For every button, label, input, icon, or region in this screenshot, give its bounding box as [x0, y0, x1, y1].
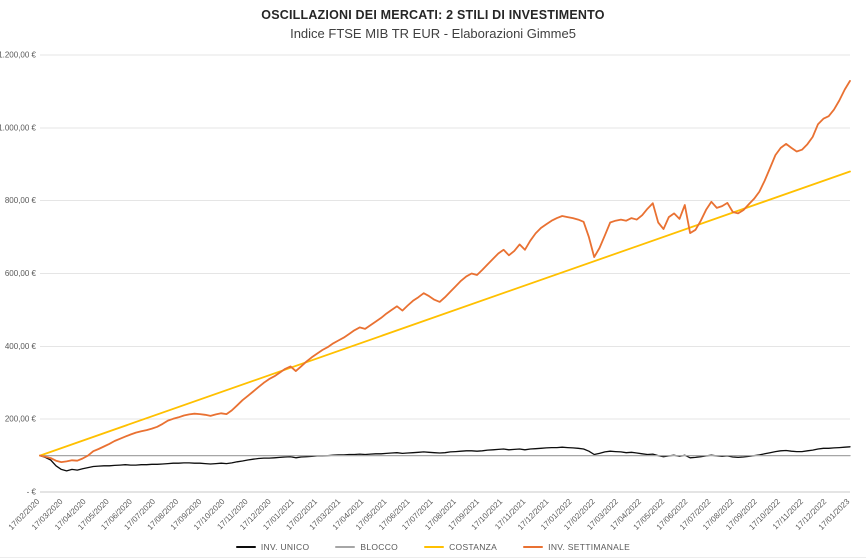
series-line-inv-settimanale [39, 80, 851, 464]
legend-swatch-blocco [335, 546, 356, 548]
legend-swatch-costanza [424, 546, 445, 548]
chart-title: OSCILLAZIONI DEI MERCATI: 2 STILI DI INV… [261, 8, 605, 22]
y-axis-label: 600,00 € [5, 269, 37, 278]
legend-swatch-inv-unico [235, 546, 256, 548]
y-axis-label: - € [27, 488, 37, 497]
series-line-costanza [39, 170, 851, 457]
legend-item-inv-unico: INV. UNICO [235, 542, 310, 552]
y-axis-label: 800,00 € [5, 196, 37, 205]
y-axis-label: 1.200,00 € [0, 51, 37, 60]
legend: INV. UNICO BLOCCO COSTANZA INV. SETTIMANALE [0, 542, 866, 552]
legend-label-inv-settimanale: INV. SETTIMANALE [548, 542, 631, 552]
legend-label-blocco: BLOCCO [360, 542, 399, 552]
y-axis-label: 1.000,00 € [0, 123, 37, 132]
legend-item-costanza: COSTANZA [424, 542, 497, 552]
chart-subtitle: Indice FTSE MIB TR EUR - Elaborazioni Gi… [290, 26, 576, 41]
y-axis-label: 400,00 € [5, 342, 37, 351]
legend-swatch-inv-settimanale [523, 546, 544, 548]
legend-item-inv-settimanale: INV. SETTIMANALE [523, 542, 630, 552]
y-axis-label: 200,00 € [5, 415, 37, 424]
legend-item-blocco: BLOCCO [335, 542, 398, 552]
series-line-inv-unico [39, 446, 851, 472]
legend-label-inv-unico: INV. UNICO [260, 542, 310, 552]
legend-label-costanza: COSTANZA [449, 542, 498, 552]
